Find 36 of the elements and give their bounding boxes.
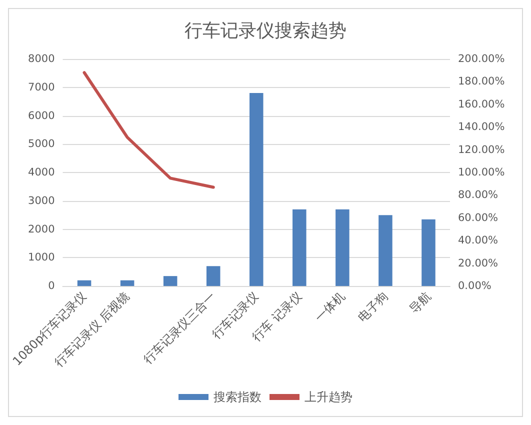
x-tick-label: 导航 [406, 289, 434, 316]
bar [336, 209, 350, 286]
bar [292, 209, 306, 286]
y2-tick-label: 100.00% [458, 166, 505, 178]
line-series [82, 71, 215, 189]
y2-tick-label: 120.00% [458, 144, 505, 156]
y2-tick-label: 60.00% [458, 212, 498, 224]
y-tick-label: 0 [48, 280, 55, 292]
y2-tick-label: 0.00% [458, 280, 492, 292]
y-tick-label: 8000 [28, 53, 55, 65]
bar [250, 93, 264, 286]
x-tick-label: 一体机 [312, 289, 348, 324]
y-tick-label: 7000 [28, 81, 55, 94]
x-tick-label: 电子狗 [355, 289, 390, 324]
bar [120, 280, 134, 286]
y2-tick-label: 180.00% [458, 76, 505, 88]
bar [206, 266, 220, 286]
bar [378, 215, 392, 286]
bar [422, 219, 436, 286]
y-tick-label: 2000 [28, 223, 55, 236]
y2-tick-label: 160.00% [458, 98, 505, 110]
y2-tick-label: 20.00% [458, 257, 498, 270]
y-tick-label: 6000 [28, 110, 55, 122]
y-tick-label: 5000 [28, 138, 55, 150]
y2-tick-label: 200.00% [458, 53, 505, 65]
y-tick-label: 1000 [28, 252, 55, 264]
legend-label: 搜索指数 [214, 390, 262, 404]
y2-tick-label: 80.00% [458, 189, 498, 202]
y2-tick-label: 40.00% [458, 234, 498, 247]
bar [77, 280, 92, 286]
bar [163, 276, 178, 286]
y-tick-label: 4000 [28, 166, 55, 178]
chart-title: 行车记录仪搜索趋势 [184, 20, 346, 42]
y-tick-label: 3000 [28, 194, 55, 207]
legend-label: 上升趋势 [304, 390, 352, 404]
y2-tick-label: 140.00% [458, 121, 505, 134]
